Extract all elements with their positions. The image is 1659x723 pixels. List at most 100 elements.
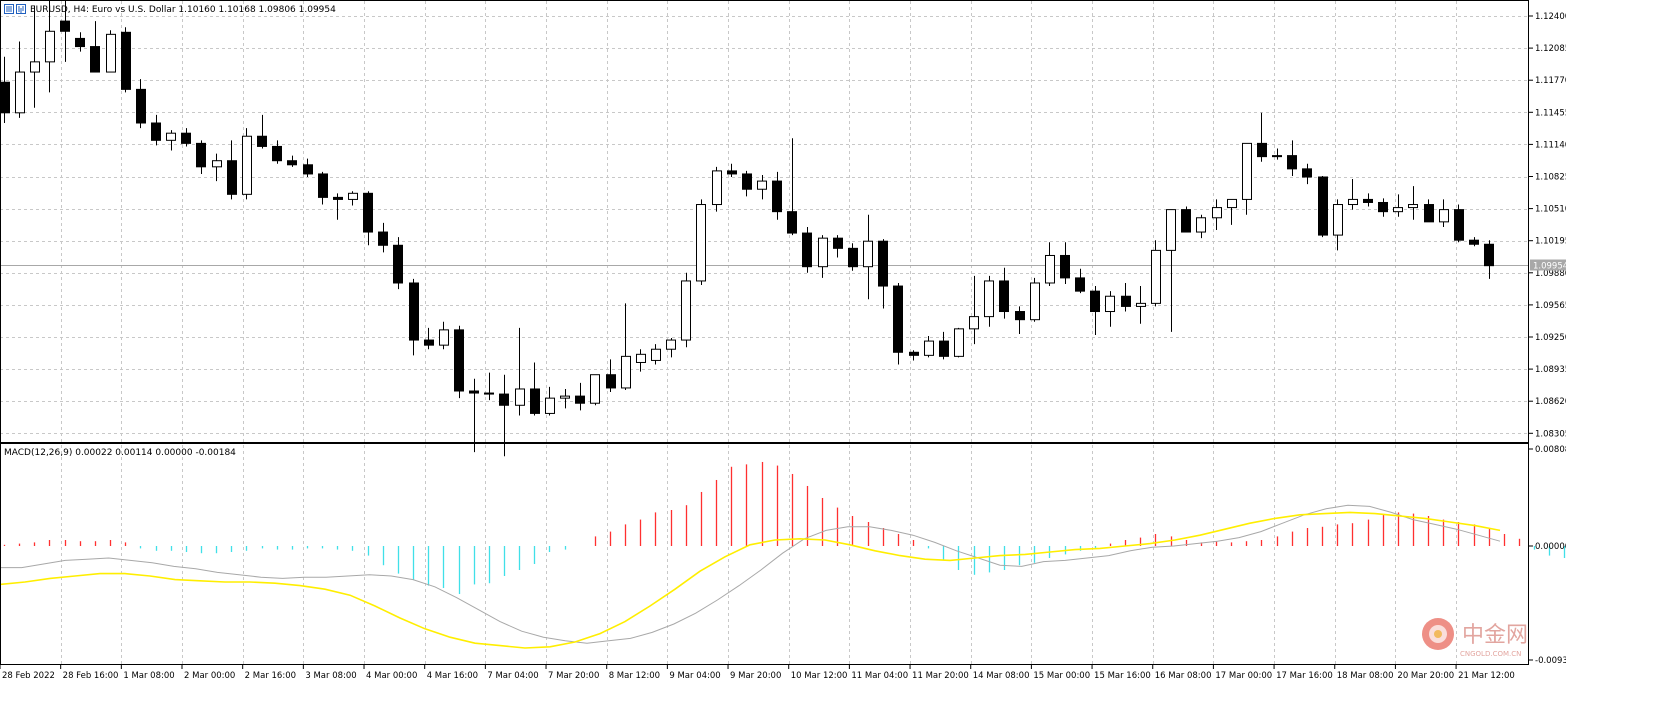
candle: [136, 79, 146, 129]
symbol-info-line: EURUSD, H4: Euro vs U.S. Dollar 1.10160 …: [30, 5, 336, 15]
time-tick-label: 14 Mar 08:00: [973, 671, 1030, 681]
price-tick-label: 1.10510: [1535, 205, 1566, 215]
candle-body-bull: [1166, 209, 1176, 251]
price-tick-label: 1.11140: [1535, 140, 1566, 150]
candle: [681, 272, 691, 348]
candle-body-bull: [818, 237, 828, 268]
candle-body-bull: [30, 61, 40, 73]
candle-body-bull: [757, 180, 767, 190]
candle-body-bear: [60, 20, 70, 32]
candle: [545, 386, 555, 416]
time-tick-label: 11 Mar 20:00: [912, 671, 969, 681]
time-axis[interactable]: 28 Feb 2022 28 Feb 16:00 1 Mar 08:00 2 Mar …: [0, 665, 1515, 681]
candle: [1030, 277, 1040, 322]
macd-subwindow-pane[interactable]: [0, 443, 1529, 665]
candle: [15, 41, 25, 118]
signal-line: [0, 511, 1501, 649]
candle-body-bear: [1318, 176, 1328, 236]
time-tick-label: 9 Mar 20:00: [730, 671, 781, 681]
time-tick-label: 2 Mar 00:00: [184, 671, 235, 681]
current-price-tag-label: 1.09954: [1533, 262, 1566, 272]
candle: [242, 128, 252, 200]
candle: [757, 174, 767, 200]
candle-body-bull: [1105, 295, 1115, 313]
candle: [1393, 194, 1403, 217]
cngold-watermark-logo: 中金网 CNGOLD.COM.CN: [1422, 618, 1528, 658]
price-tick-label: 1.12400: [1535, 12, 1566, 22]
candle: [484, 372, 494, 401]
candle-body-bull: [545, 397, 555, 414]
candle-body-bear: [318, 173, 328, 198]
candle-body-bull: [560, 395, 570, 399]
candle-body-bull: [348, 192, 358, 200]
candle-body-bull: [863, 240, 873, 268]
chart-menu-icon[interactable]: [4, 4, 26, 15]
candle-body-bear: [378, 231, 388, 246]
macd-axis[interactable]: 0.00808 0.00000 -0.00936: [1529, 445, 1566, 666]
chart-canvas[interactable]: 1.12400 1.12085 1.11770 1.11455 1.11140 1.108…: [0, 0, 1566, 683]
candle: [1287, 140, 1297, 176]
candle: [181, 128, 191, 147]
watermark-cn-text: 中金网: [1462, 623, 1528, 648]
candle: [1454, 204, 1464, 243]
candle-body-bear: [136, 88, 146, 124]
candle: [984, 275, 994, 327]
candle-body-bull: [984, 280, 994, 318]
candle: [1121, 282, 1131, 312]
candle-body-bear: [272, 145, 282, 162]
price-tick-label: 1.10825: [1535, 173, 1566, 183]
candle-body-bear: [1469, 239, 1479, 245]
candle: [1136, 286, 1146, 324]
candle: [1469, 237, 1479, 247]
candle-body-bear: [484, 392, 494, 395]
price-tick-label: 1.08620: [1535, 397, 1566, 407]
candle: [515, 327, 525, 416]
macd-histogram: [3, 461, 1566, 595]
candle-body-bull: [166, 132, 176, 141]
candle: [378, 222, 388, 253]
candle: [833, 235, 843, 258]
candle: [1227, 198, 1237, 225]
candle-body-bull: [590, 374, 600, 404]
candle-body-bear: [257, 135, 267, 147]
candle: [30, 5, 40, 108]
price-tick-label: 1.08935: [1535, 365, 1566, 375]
price-tick-label: 1.09250: [1535, 333, 1566, 343]
time-tick-label: 18 Mar 08:00: [1337, 671, 1394, 681]
main-chart-pane[interactable]: [0, 0, 1529, 443]
candle: [469, 378, 479, 453]
candle: [590, 374, 600, 406]
candle: [75, 32, 85, 52]
candle-body-bear: [227, 160, 237, 195]
candle-body-bear: [833, 237, 843, 249]
candle: [802, 226, 812, 273]
price-axis[interactable]: 1.12400 1.12085 1.11770 1.11455 1.11140 1.108…: [1529, 12, 1566, 439]
candle-body-bear: [1257, 142, 1267, 158]
candle: [363, 191, 373, 246]
candle: [1181, 206, 1191, 233]
candle: [1257, 112, 1267, 162]
time-tick-label: 28 Feb 2022: [2, 671, 55, 681]
candle: [530, 362, 540, 416]
candle: [166, 130, 176, 151]
candle-body-bear: [1302, 168, 1312, 178]
candle-body-bull: [681, 280, 691, 341]
candle: [1166, 209, 1176, 332]
macd-tick-label: -0.00936: [1535, 656, 1566, 666]
price-tick-label: 1.11455: [1535, 108, 1566, 118]
candle-body-bear: [75, 37, 85, 48]
candle: [712, 166, 722, 212]
candle: [863, 214, 873, 300]
candle-body-bull: [1348, 198, 1358, 206]
candle-body-bull: [1272, 155, 1282, 158]
candle-body-bear: [742, 173, 752, 190]
candle: [1318, 175, 1328, 238]
candle-body-bear: [999, 280, 1009, 313]
candle-body-bull: [1212, 207, 1222, 219]
candle: [1272, 148, 1282, 160]
macd-indicator-label: MACD(12,26,9) 0.00022 0.00114 0.00000 -0…: [4, 448, 236, 458]
candle-body-bear: [802, 232, 812, 268]
candle-body-bear: [90, 46, 100, 73]
candle-body-bear: [303, 164, 313, 175]
current-price-tag: [1530, 259, 1566, 271]
